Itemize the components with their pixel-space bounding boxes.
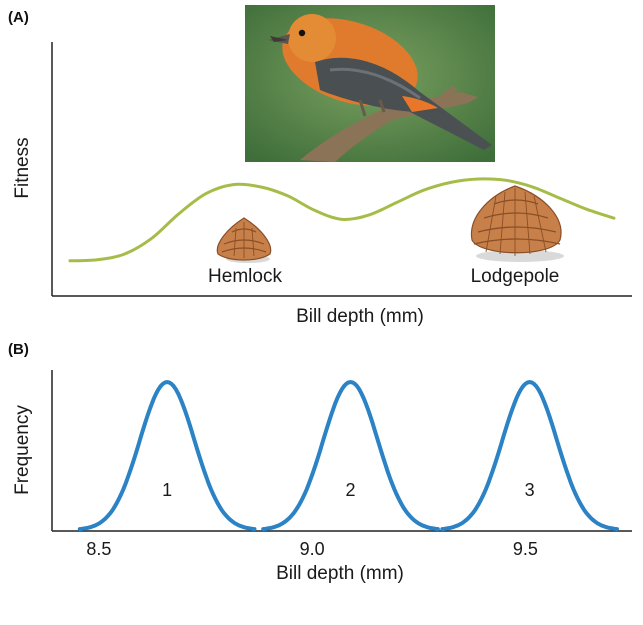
red-crossbill-photo xyxy=(245,5,495,162)
lodgepole-label: Lodgepole xyxy=(471,266,560,287)
x-tick-label: 9.5 xyxy=(513,539,538,559)
peak-label-3: 3 xyxy=(525,480,535,500)
panel-b-label: (B) xyxy=(8,341,29,358)
hemlock-label: Hemlock xyxy=(208,266,282,287)
x-tick-label: 9.0 xyxy=(300,539,325,559)
fitness-curve xyxy=(68,177,616,263)
frequency-y-label: Frequency xyxy=(12,405,33,495)
peak-label-2: 2 xyxy=(345,480,355,500)
frequency-peaks: 1 2 3 xyxy=(77,379,619,532)
hemlock-cone-icon xyxy=(216,217,272,263)
frequency-peak-1 xyxy=(77,379,257,532)
panel-a-label: (A) xyxy=(8,9,29,26)
frequency-x-label: Bill depth (mm) xyxy=(276,563,404,584)
frequency-peak-3 xyxy=(440,379,619,532)
panel-a: (A) xyxy=(8,5,632,327)
lodgepole-cone-icon xyxy=(470,185,564,262)
x-tick-label: 8.5 xyxy=(86,539,111,559)
fitness-y-label: Fitness xyxy=(12,137,33,198)
frequency-x-ticks: 8.5 9.0 9.5 xyxy=(86,539,538,559)
peak-label-1: 1 xyxy=(162,480,172,500)
panel-b: (B) Frequency Bill depth (mm) 1 2 3 8.5 9.0… xyxy=(8,341,632,584)
frequency-peak-2 xyxy=(261,379,440,532)
fitness-x-label: Bill depth (mm) xyxy=(296,306,424,327)
